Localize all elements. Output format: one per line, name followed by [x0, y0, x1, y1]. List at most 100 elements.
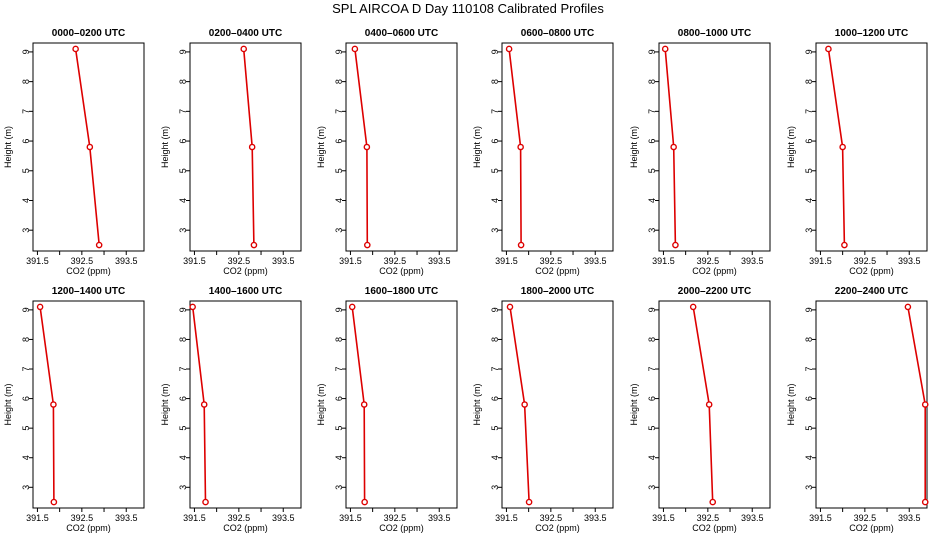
- x-tick-label: 391.5: [495, 256, 518, 266]
- y-tick-label: 6: [490, 139, 500, 144]
- y-tick-label: 7: [490, 109, 500, 114]
- x-axis-label: CO2 (ppm): [535, 523, 580, 533]
- y-tick-label: 9: [647, 49, 657, 54]
- y-tick-label: 5: [804, 168, 814, 173]
- x-tick-label: 393.5: [584, 256, 607, 266]
- data-point: [360, 401, 368, 408]
- x-tick-label: 391.5: [652, 256, 675, 266]
- plot-frame: [501, 42, 614, 252]
- data-point: [72, 45, 79, 53]
- x-tick-label: 392.5: [697, 513, 720, 523]
- x-tick-label: 391.5: [339, 256, 362, 266]
- data-point: [95, 241, 103, 249]
- y-tick-label: 3: [21, 228, 31, 233]
- x-tick-label: 393.5: [272, 513, 295, 523]
- chart-panel: 1400–1600 UTC 391.5 392.5 393.5 CO2 (ppm) 3 4 5…: [160, 286, 302, 533]
- data-point: [525, 498, 533, 506]
- y-tick-label: 8: [178, 79, 188, 84]
- x-tick-label: 392.5: [228, 513, 251, 523]
- data-point: [517, 143, 524, 151]
- chart-panel: 1000–1200 UTC 391.5 392.5 393.5 CO2 (ppm) 3 4 5…: [786, 28, 928, 276]
- y-tick-label: 9: [334, 49, 344, 54]
- x-tick-label: 391.5: [809, 256, 832, 266]
- x-tick-label: 392.5: [697, 256, 720, 266]
- y-tick-label: 8: [334, 337, 344, 342]
- data-point: [839, 143, 846, 151]
- chart-panel: 0000–0200 UTC 391.5 392.5 393.5 CO2 (ppm) 3 4 5…: [3, 28, 145, 276]
- data-point: [36, 303, 44, 311]
- y-tick-label: 4: [490, 455, 500, 460]
- plot-frame: [658, 300, 771, 509]
- y-tick-label: 4: [647, 455, 657, 460]
- data-point: [189, 303, 196, 311]
- x-tick-label: 393.5: [898, 513, 921, 523]
- data-point: [672, 241, 679, 249]
- chart-panel: 0400–0600 UTC 391.5 392.5 393.5 CO2 (ppm) 3 4 5…: [316, 28, 458, 276]
- data-point: [825, 45, 832, 53]
- data-point: [361, 498, 368, 506]
- y-tick-label: 3: [178, 485, 188, 490]
- y-tick-label: 5: [178, 426, 188, 431]
- x-tick-label: 393.5: [115, 256, 138, 266]
- plot-frame: [32, 300, 145, 509]
- y-tick-label: 4: [490, 198, 500, 203]
- y-tick-label: 6: [804, 396, 814, 401]
- y-tick-label: 4: [334, 198, 344, 203]
- y-tick-label: 3: [490, 228, 500, 233]
- x-tick-label: 391.5: [26, 513, 49, 523]
- y-tick-label: 9: [178, 49, 188, 54]
- data-point: [50, 401, 57, 408]
- data-point: [50, 498, 58, 506]
- x-tick-label: 393.5: [584, 513, 607, 523]
- y-tick-label: 5: [647, 168, 657, 173]
- x-tick-label: 391.5: [339, 513, 362, 523]
- x-axis-label: CO2 (ppm): [379, 523, 424, 533]
- x-tick-label: 393.5: [428, 256, 451, 266]
- plot-frame: [32, 42, 145, 252]
- y-axis-label: Height (m): [786, 126, 796, 168]
- panel-title: 0000–0200 UTC: [52, 28, 125, 39]
- y-tick-label: 5: [21, 426, 31, 431]
- y-axis-label: Height (m): [629, 126, 639, 168]
- panel-title: 1800–2000 UTC: [521, 286, 594, 297]
- y-tick-label: 8: [21, 79, 31, 84]
- plot-frame: [501, 300, 614, 509]
- x-tick-label: 392.5: [71, 513, 94, 523]
- y-tick-label: 3: [647, 485, 657, 490]
- y-tick-label: 8: [804, 79, 814, 84]
- y-tick-label: 5: [21, 168, 31, 173]
- data-point: [689, 303, 697, 311]
- y-tick-label: 5: [490, 426, 500, 431]
- y-tick-label: 9: [490, 307, 500, 312]
- plot-frame: [658, 42, 771, 252]
- data-point: [670, 143, 677, 151]
- data-point: [351, 45, 359, 53]
- y-axis-label: Height (m): [3, 126, 13, 168]
- y-tick-label: 8: [647, 79, 657, 84]
- panel-title: 2200–2400 UTC: [835, 286, 908, 297]
- y-tick-label: 6: [647, 396, 657, 401]
- x-tick-label: 393.5: [741, 513, 764, 523]
- y-tick-label: 6: [334, 396, 344, 401]
- y-tick-label: 8: [334, 79, 344, 84]
- x-tick-label: 391.5: [183, 513, 206, 523]
- data-point: [709, 498, 717, 506]
- y-axis-label: Height (m): [160, 126, 170, 168]
- panel-title: 1000–1200 UTC: [835, 28, 908, 39]
- data-point: [921, 401, 929, 408]
- x-tick-label: 392.5: [854, 256, 877, 266]
- data-point: [202, 498, 209, 506]
- x-tick-label: 392.5: [384, 256, 407, 266]
- x-tick-label: 393.5: [272, 256, 295, 266]
- x-tick-label: 392.5: [540, 256, 563, 266]
- x-axis-label: CO2 (ppm): [692, 266, 737, 276]
- y-tick-label: 3: [490, 485, 500, 490]
- y-tick-label: 9: [334, 307, 344, 312]
- y-axis-label: Height (m): [160, 383, 170, 425]
- y-tick-label: 9: [21, 49, 31, 54]
- y-tick-label: 6: [334, 139, 344, 144]
- x-tick-label: 392.5: [854, 513, 877, 523]
- y-tick-label: 8: [178, 337, 188, 342]
- data-point: [705, 401, 713, 408]
- chart-panel: 0800–1000 UTC 391.5 392.5 393.5 CO2 (ppm) 3 4 5…: [629, 28, 771, 276]
